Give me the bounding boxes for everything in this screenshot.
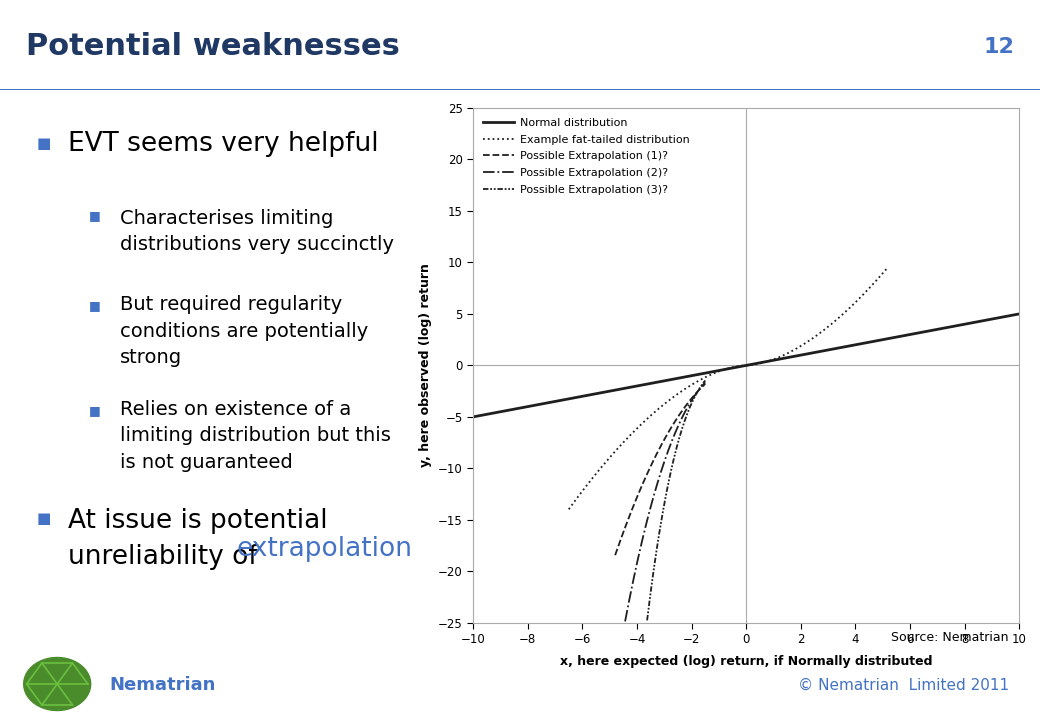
Possible Extrapolation (2)? <box>619 617 631 626</box>
Line: Possible Extrapolation (2)?: Possible Extrapolation (2)? <box>625 382 705 621</box>
Normal distribution <box>495 408 508 416</box>
Possible Extrapolation (2)? <box>623 598 635 607</box>
Normal distribution <box>732 362 745 371</box>
Polygon shape <box>24 657 90 711</box>
Possible Extrapolation (1)? <box>665 425 677 433</box>
Possible Extrapolation (1)? <box>609 551 622 559</box>
Example fat-tailed distribution <box>820 325 832 333</box>
Text: extrapolation: extrapolation <box>236 536 413 562</box>
Normal distribution <box>997 312 1010 321</box>
Text: Potential weaknesses: Potential weaknesses <box>26 32 399 61</box>
Example fat-tailed distribution <box>719 365 731 374</box>
Text: EVT seems very helpful: EVT seems very helpful <box>68 131 379 157</box>
Possible Extrapolation (3)? <box>671 441 683 450</box>
Example fat-tailed distribution <box>882 263 894 271</box>
Possible Extrapolation (3)? <box>641 616 653 625</box>
Line: Possible Extrapolation (1)?: Possible Extrapolation (1)? <box>616 384 705 555</box>
Example fat-tailed distribution <box>563 505 575 513</box>
Line: Normal distribution: Normal distribution <box>473 314 1019 417</box>
Possible Extrapolation (3)? <box>653 529 666 538</box>
Normal distribution <box>467 413 479 421</box>
Text: Relies on existence of a
limiting distribution but this
is not guaranteed: Relies on existence of a limiting distri… <box>120 400 390 472</box>
Possible Extrapolation (3)? <box>699 376 711 384</box>
Text: But required regularity
conditions are potentially
strong: But required regularity conditions are p… <box>120 295 368 367</box>
Possible Extrapolation (1)? <box>662 427 675 436</box>
Example fat-tailed distribution <box>825 320 837 329</box>
Text: Source: Nematrian: Source: Nematrian <box>891 631 1009 644</box>
Text: ■: ■ <box>88 300 100 312</box>
Possible Extrapolation (2)? <box>687 392 700 401</box>
Possible Extrapolation (1)? <box>609 550 622 559</box>
Example fat-tailed distribution <box>792 343 805 351</box>
Example fat-tailed distribution <box>599 459 612 467</box>
Possible Extrapolation (1)? <box>699 379 711 388</box>
Text: Characterises limiting
distributions very succinctly: Characterises limiting distributions ver… <box>120 209 393 254</box>
Text: ■: ■ <box>88 210 100 222</box>
Text: Nematrian: Nematrian <box>109 677 215 694</box>
Possible Extrapolation (2)? <box>699 378 711 387</box>
Possible Extrapolation (2)? <box>672 422 684 431</box>
Possible Extrapolation (2)? <box>634 541 647 549</box>
Possible Extrapolation (3)? <box>685 398 698 407</box>
Normal distribution <box>718 365 730 374</box>
Text: ■: ■ <box>36 511 51 526</box>
Possible Extrapolation (3)? <box>646 574 658 582</box>
Possible Extrapolation (1)? <box>685 395 698 403</box>
Example fat-tailed distribution <box>706 369 719 378</box>
Possible Extrapolation (3)? <box>687 395 700 403</box>
Possible Extrapolation (3)? <box>669 451 681 460</box>
Normal distribution <box>1013 310 1025 318</box>
Text: © Nematrian  Limited 2011: © Nematrian Limited 2011 <box>798 678 1009 693</box>
Normal distribution <box>896 331 909 340</box>
Text: At issue is potential
unreliability of: At issue is potential unreliability of <box>68 508 328 570</box>
Normal distribution <box>997 312 1010 321</box>
Possible Extrapolation (1)? <box>662 428 675 436</box>
Possible Extrapolation (1)? <box>691 388 703 397</box>
Y-axis label: y, here observed (log) return: y, here observed (log) return <box>419 264 433 467</box>
Line: Possible Extrapolation (3)?: Possible Extrapolation (3)? <box>647 380 705 621</box>
Text: ■: ■ <box>36 137 51 151</box>
Possible Extrapolation (2)? <box>621 608 633 616</box>
Possible Extrapolation (2)? <box>650 485 662 493</box>
Text: 12: 12 <box>983 37 1014 57</box>
X-axis label: x, here expected (log) return, if Normally distributed: x, here expected (log) return, if Normal… <box>560 654 933 667</box>
Text: ■: ■ <box>88 404 100 417</box>
Legend: Normal distribution, Example fat-tailed distribution, Possible Extrapolation (1): Normal distribution, Example fat-tailed … <box>478 114 694 199</box>
Line: Example fat-tailed distribution: Example fat-tailed distribution <box>569 267 888 509</box>
